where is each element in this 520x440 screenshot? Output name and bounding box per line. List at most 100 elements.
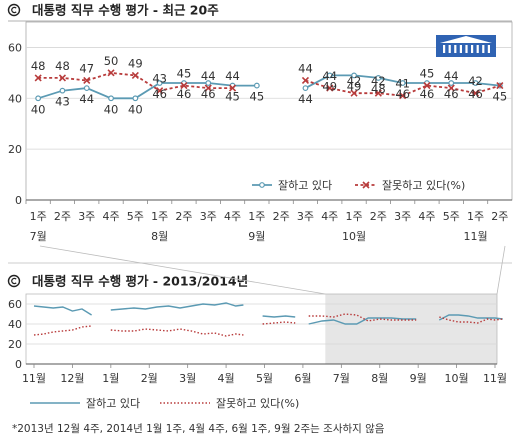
chart1-month-label: 9월 bbox=[248, 230, 265, 243]
blue-house-icon bbox=[459, 45, 462, 53]
disapprove-point bbox=[156, 87, 164, 95]
disapprove-data-label: 44 bbox=[298, 61, 313, 75]
blue-house-icon bbox=[436, 35, 496, 57]
approve-data-label: 40 bbox=[128, 102, 143, 116]
blue-house-icon bbox=[448, 45, 451, 53]
disapprove-point bbox=[107, 69, 115, 77]
chart2-highlight-region bbox=[325, 294, 497, 364]
disapprove-point bbox=[496, 82, 504, 90]
blue-house-icon bbox=[471, 45, 474, 53]
chart2-month-label: 9월 bbox=[410, 372, 427, 385]
legend-disapprove-label: 잘못하고 있다(%) bbox=[382, 178, 465, 192]
chart1-x-tick-label: 1주 bbox=[151, 210, 168, 223]
approve-point bbox=[448, 80, 455, 86]
approve-series-line bbox=[308, 317, 417, 325]
approve-data-label: 40 bbox=[104, 102, 119, 116]
disapprove-data-label: 49 bbox=[128, 56, 143, 70]
approve-point bbox=[326, 72, 333, 79]
footnote: *2013년 12월 4주, 2014년 1월 1주, 4월 4주, 6월 1주… bbox=[12, 422, 385, 435]
chart1-x-tick-label: 4주 bbox=[418, 210, 435, 223]
chart1-x-tick-label: 3주 bbox=[78, 210, 95, 223]
approve-data-label: 46 bbox=[152, 87, 167, 101]
disapprove-point bbox=[471, 89, 480, 97]
chart1-x-tick-label: 2주 bbox=[491, 210, 508, 223]
approve-data-label: 49 bbox=[347, 79, 362, 93]
disapprove-point bbox=[131, 71, 139, 79]
chart1-y-tick-label: 0 bbox=[15, 194, 22, 207]
disapprove-data-label: 42 bbox=[347, 74, 362, 88]
chart1-x-tick-label: 4주 bbox=[102, 210, 119, 223]
approve-data-label: 46 bbox=[468, 87, 483, 101]
disapprove-data-label: 45 bbox=[420, 67, 435, 81]
approve-point bbox=[351, 72, 357, 79]
approve-data-label: 46 bbox=[395, 87, 410, 101]
blue-house-icon bbox=[440, 36, 492, 43]
disapprove-point bbox=[58, 74, 67, 82]
disapprove-point bbox=[301, 76, 310, 85]
disapprove-data-label: 44 bbox=[201, 69, 216, 83]
chart1-x-tick-label: 1주 bbox=[30, 210, 47, 223]
disapprove-data-label: 50 bbox=[104, 54, 119, 68]
legend-approve-label: 잘하고 있다 bbox=[86, 396, 140, 410]
chart1-month-label: 8월 bbox=[151, 230, 168, 243]
disapprove-point bbox=[204, 84, 212, 92]
approve-data-label: 44 bbox=[298, 92, 313, 106]
chart1-x-tick-label: 5주 bbox=[443, 210, 460, 223]
chart1-x-tick-label: 1주 bbox=[345, 210, 362, 223]
approve-point bbox=[205, 80, 212, 86]
chart2-y-tick-label: 0 bbox=[15, 358, 22, 371]
chart2-y-tick-label: 40 bbox=[8, 318, 22, 331]
chart2-month-label: 6월 bbox=[294, 372, 311, 385]
chart1-month-label: 10월 bbox=[342, 230, 366, 243]
disapprove-point bbox=[447, 84, 455, 92]
chart1-month-label: 7월 bbox=[30, 230, 47, 243]
chart1-y-tick-label: 40 bbox=[8, 92, 22, 105]
disapprove-data-label: 42 bbox=[468, 74, 483, 88]
disapprove-data-label: 48 bbox=[31, 59, 46, 73]
chart2-title-group: 대통령 직무 수행 평가 - 2013/2014년 bbox=[7, 274, 248, 289]
approve-data-label: 43 bbox=[55, 95, 70, 109]
zoom-connector-line bbox=[39, 245, 326, 295]
approve-point bbox=[132, 95, 139, 102]
chart2-month-label: 4월 bbox=[218, 372, 235, 385]
chart1-title-group: 대통령 직무 수행 평가 - 최근 20주 bbox=[7, 3, 219, 18]
approve-point bbox=[35, 95, 42, 102]
approve-point bbox=[83, 85, 90, 92]
disapprove-data-label: 43 bbox=[152, 72, 167, 86]
approve-point bbox=[375, 75, 382, 81]
disapprove-series-line bbox=[33, 325, 92, 336]
copyright-circle-icon bbox=[7, 3, 21, 17]
chart1-x-tick-label: 2주 bbox=[273, 210, 290, 223]
approve-data-label: 48 bbox=[371, 82, 386, 96]
chart1-x-tick-label: 2주 bbox=[175, 210, 192, 223]
disapprove-point bbox=[399, 92, 407, 100]
chart2-month-label: 10월 bbox=[445, 372, 469, 385]
disapprove-point bbox=[34, 74, 42, 82]
approve-series-line bbox=[438, 314, 503, 321]
approve-data-label: 46 bbox=[444, 87, 459, 101]
chart1-x-tick-label: 5주 bbox=[127, 210, 144, 223]
disapprove-data-label: 48 bbox=[55, 59, 70, 73]
approve-point bbox=[156, 80, 163, 86]
approve-series-line bbox=[33, 305, 92, 316]
zoom-connector-line bbox=[496, 245, 506, 295]
disapprove-data-label: 45 bbox=[177, 67, 192, 81]
chart1-x-tick-label: 2주 bbox=[54, 210, 71, 223]
approve-point bbox=[59, 87, 66, 94]
approve-series-line bbox=[110, 302, 244, 311]
chart1-x-tick-label: 3주 bbox=[394, 210, 411, 223]
chart1-x-tick-label: 4주 bbox=[224, 210, 241, 223]
chart2-legend: 잘하고 있다 잘못하고 있다(%) bbox=[30, 396, 299, 410]
chart1-title: 대통령 직무 수행 평가 - 최근 20주 bbox=[32, 3, 219, 18]
disapprove-point bbox=[83, 76, 91, 85]
chart1-x-tick-label: 1주 bbox=[248, 210, 265, 223]
blue-house-icon bbox=[443, 45, 446, 53]
approve-point bbox=[472, 80, 479, 86]
chart2-month-label: 3월 bbox=[179, 372, 196, 385]
approve-point bbox=[302, 85, 309, 92]
blue-house-icon bbox=[487, 45, 490, 53]
approve-point bbox=[399, 80, 406, 86]
approve-point bbox=[108, 95, 114, 102]
blue-house-icon bbox=[465, 45, 468, 53]
chart2: 0 20 40 60 11월 12월 1월 2월 3월 4월 5월 6월 7월 8월 9월 10월 11월잘하고… bbox=[8, 245, 507, 410]
